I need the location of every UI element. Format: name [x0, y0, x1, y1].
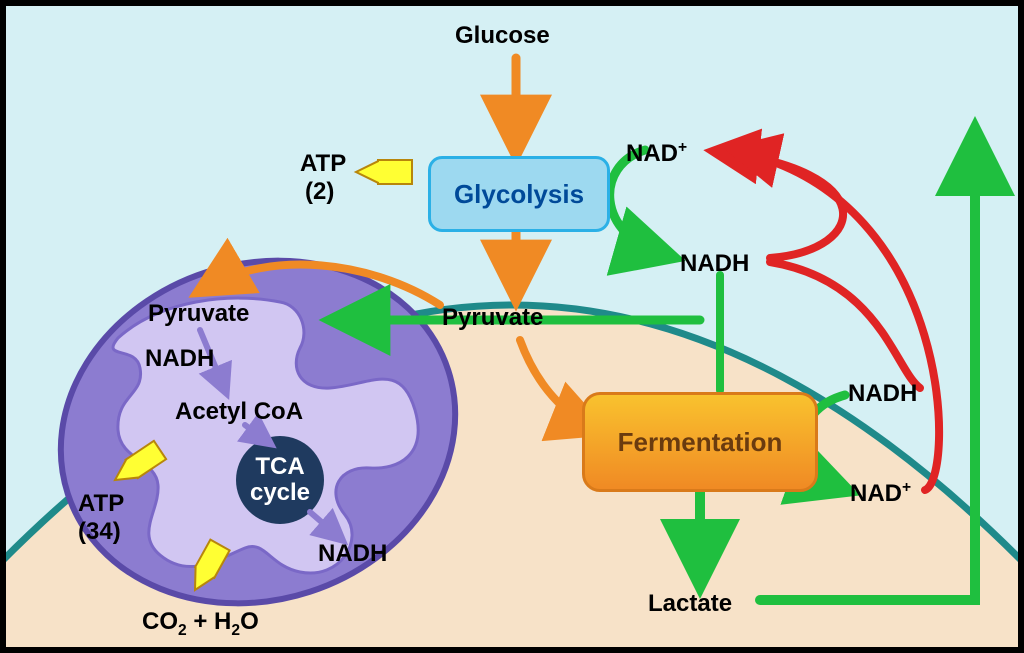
label-nadh-top: NADH [680, 250, 749, 278]
label-nadh-mito2: NADH [318, 540, 387, 568]
label-pyruvate-cyt: Pyruvate [442, 304, 543, 332]
svg-text:TCA: TCA [255, 453, 304, 480]
label-nad-plus-right: NAD+ [850, 480, 911, 508]
label-nadh-right: NADH [848, 380, 917, 408]
label-lactate: Lactate [648, 590, 732, 618]
label-glucose: Glucose [455, 22, 550, 50]
label-pyruvate-mito: Pyruvate [148, 300, 249, 328]
fermentation-box: Fermentation [582, 392, 818, 492]
label-nad-plus-top: NAD+ [626, 140, 687, 168]
label-nadh-mito1: NADH [145, 345, 214, 373]
diagram-root: { "canvas": { "width": 1024, "height": 6… [0, 0, 1024, 653]
label-acetyl-coa: Acetyl CoA [175, 398, 303, 426]
svg-text:cycle: cycle [250, 479, 310, 506]
label-atp2b: (2) [305, 178, 334, 206]
label-atp2a: ATP [300, 150, 346, 178]
fermentation-label: Fermentation [618, 427, 783, 458]
label-atp34b: (34) [78, 518, 121, 546]
glycolysis-box: Glycolysis [428, 156, 610, 232]
glycolysis-label: Glycolysis [454, 179, 584, 210]
label-atp34a: ATP [78, 490, 124, 518]
label-co2h2o: CO2 + H2O [142, 608, 259, 636]
